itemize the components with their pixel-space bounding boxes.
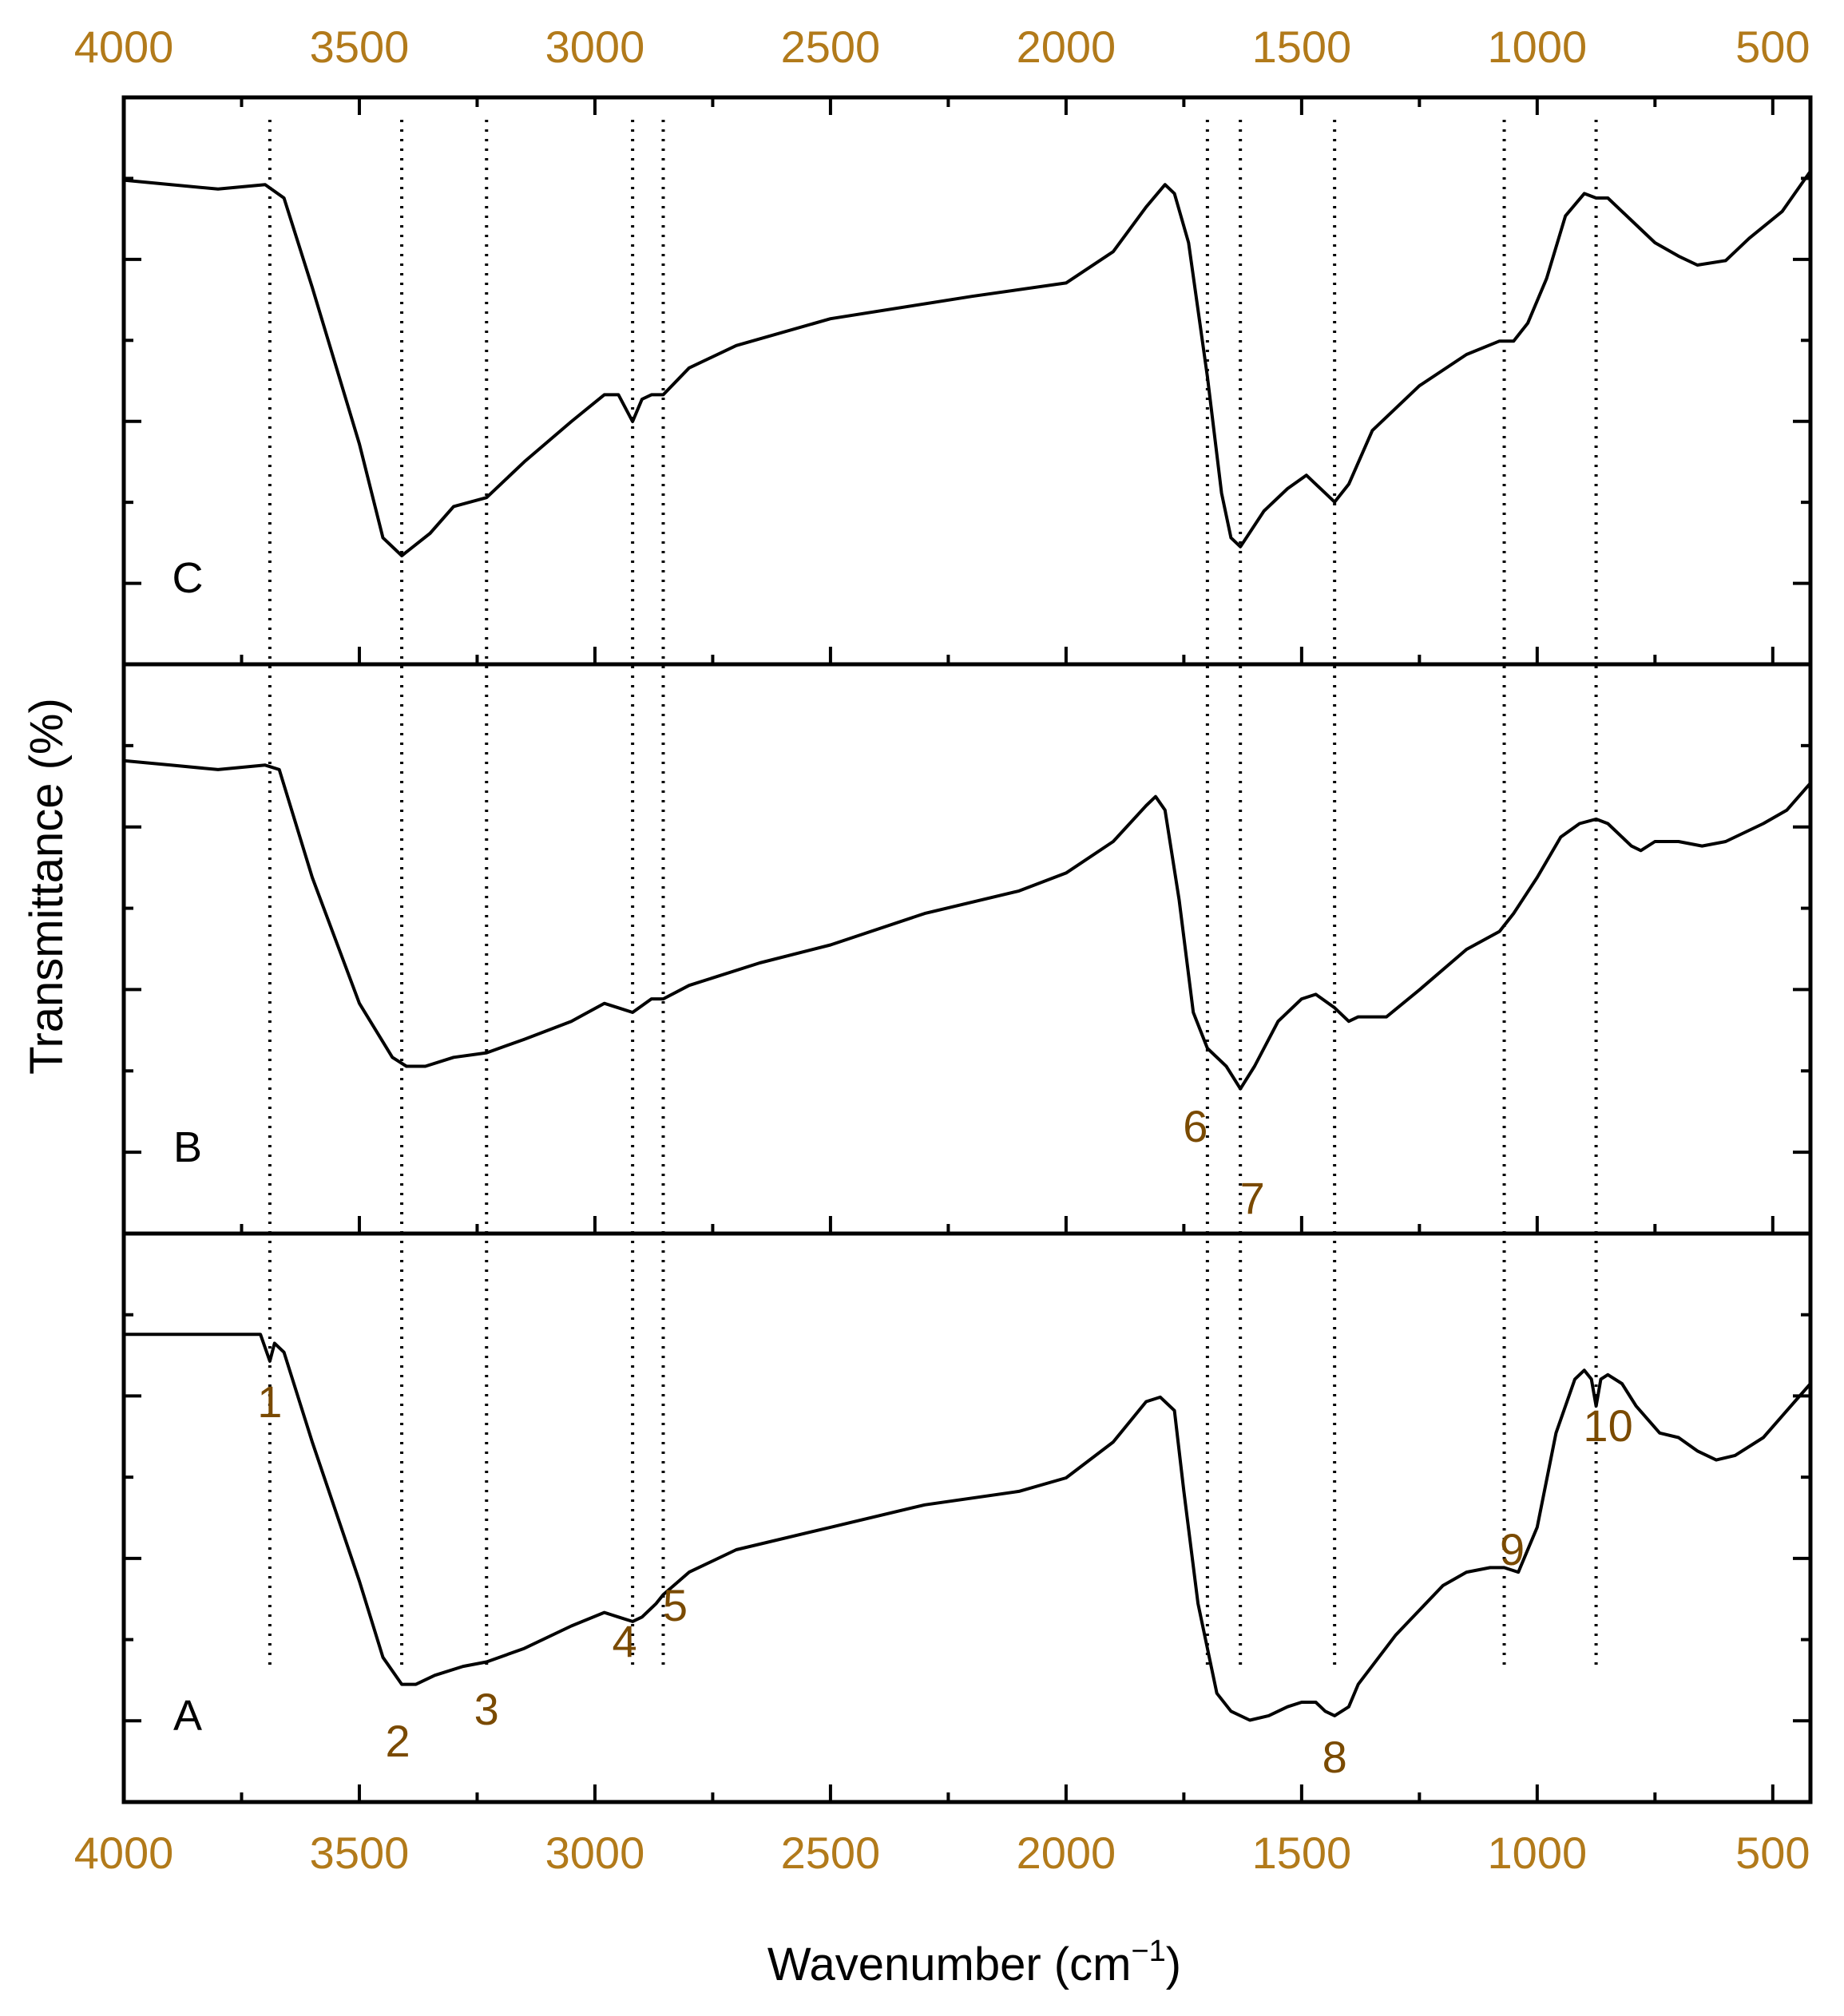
spectra-panels: C B A bbox=[123, 170, 1812, 1740]
x-tick-label-bottom: 4000 bbox=[74, 1828, 174, 1878]
x-tick-label-top: 2000 bbox=[1017, 22, 1116, 72]
panel-frame-A bbox=[121, 1231, 1813, 1804]
panel-label-B: B bbox=[173, 1123, 202, 1171]
x-axis-title-main: Wavenumber (cm bbox=[767, 1939, 1132, 1990]
peak-label-9: 9 bbox=[1500, 1524, 1525, 1574]
x-tick-label-bottom: 500 bbox=[1735, 1828, 1810, 1878]
top-x-tick-labels: 4000 3500 3000 2500 2000 1500 1000 500 bbox=[74, 22, 1810, 72]
spectrum-line-B bbox=[123, 758, 1812, 1091]
bottom-x-tick-labels: 4000 3500 3000 2500 2000 1500 1000 500 bbox=[74, 1828, 1810, 1878]
x-tick-label-top: 500 bbox=[1735, 22, 1810, 72]
peak-label-4: 4 bbox=[613, 1616, 637, 1666]
x-axis-title: Wavenumber (cm−1) bbox=[767, 1935, 1181, 1990]
x-tick-label-top: 1500 bbox=[1252, 22, 1352, 72]
x-tick-label-top: 2500 bbox=[781, 22, 881, 72]
x-tick-label-bottom: 3000 bbox=[545, 1828, 645, 1878]
x-tick-label-top: 1000 bbox=[1488, 22, 1588, 72]
x-tick-label-bottom: 2000 bbox=[1017, 1828, 1116, 1878]
x-tick-label-bottom: 1500 bbox=[1252, 1828, 1352, 1878]
panel-label-A: A bbox=[173, 1692, 202, 1740]
peak-label-10: 10 bbox=[1583, 1400, 1632, 1451]
axis-ticks bbox=[122, 97, 1810, 1802]
x-axis-title-tail: ) bbox=[1166, 1939, 1181, 1990]
spectrum-line-A bbox=[124, 1333, 1812, 1722]
peak-label-8: 8 bbox=[1323, 1732, 1347, 1782]
peak-guide-lines bbox=[268, 120, 1598, 1669]
panel-frames bbox=[121, 95, 1813, 1804]
panel-frame-C bbox=[121, 95, 1813, 667]
x-tick-label-top: 3500 bbox=[310, 22, 410, 72]
spectrum-line-C bbox=[123, 170, 1812, 557]
peak-label-5: 5 bbox=[663, 1580, 688, 1630]
peak-label-1: 1 bbox=[257, 1376, 282, 1427]
y-axis-title: Transmittance (%) bbox=[21, 698, 73, 1075]
x-tick-label-top: 4000 bbox=[74, 22, 174, 72]
x-axis-title-superscript: −1 bbox=[1131, 1935, 1165, 1968]
peak-label-7: 7 bbox=[1240, 1173, 1265, 1223]
x-tick-label-bottom: 1000 bbox=[1488, 1828, 1588, 1878]
x-tick-label-top: 3000 bbox=[545, 22, 645, 72]
panel-label-C: C bbox=[173, 554, 204, 602]
peak-label-6: 6 bbox=[1183, 1101, 1208, 1151]
x-tick-label-bottom: 2500 bbox=[781, 1828, 881, 1878]
peak-label-2: 2 bbox=[385, 1716, 410, 1766]
panel-frame-B bbox=[121, 662, 1813, 1236]
x-tick-label-bottom: 3500 bbox=[310, 1828, 410, 1878]
peak-label-3: 3 bbox=[474, 1684, 499, 1734]
